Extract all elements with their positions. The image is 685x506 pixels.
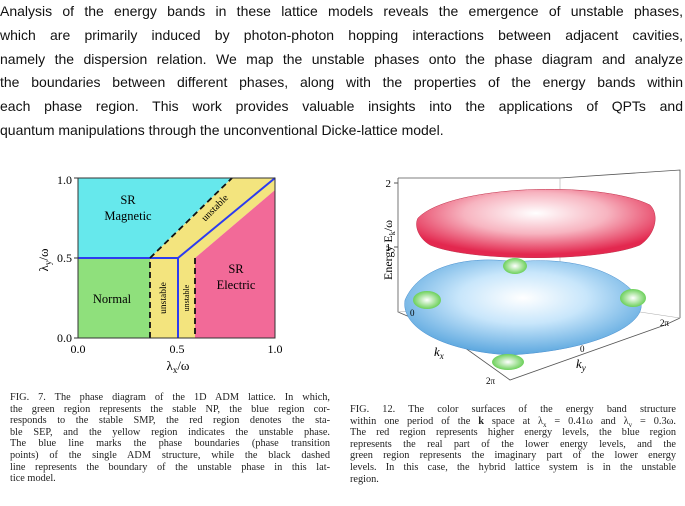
subscript: x	[543, 420, 547, 428]
subscript: k	[388, 231, 397, 235]
text: /ω	[381, 220, 395, 231]
symbol: λ	[36, 264, 51, 271]
imaginary-part	[503, 258, 527, 274]
text-line: FIG. 7. The phase diagram of the 1D ADM …	[10, 392, 330, 403]
caption-line: FIG. 12. The color surfaces of the energ…	[350, 404, 676, 415]
text: = 0.41ω and λ	[546, 415, 629, 427]
symbol: k	[576, 356, 582, 371]
kx-tick-label: 2π	[486, 376, 496, 386]
box-edge	[398, 169, 681, 318]
region-unstable	[150, 178, 275, 338]
phase-boundary	[177, 177, 276, 259]
text-line: each phase region. This work provides va…	[0, 98, 683, 115]
text: within one period of the	[350, 415, 479, 427]
subscript: x	[173, 365, 178, 375]
x-tick-label: 0.0	[71, 342, 86, 356]
z-tick-label: 2	[386, 178, 392, 190]
text-line: Analysis of the energy bands in these la…	[0, 3, 683, 19]
x-tick-label: 1.0	[268, 342, 283, 356]
text: /ω	[36, 248, 51, 261]
text-line: The red region represents higher energy …	[350, 427, 676, 439]
text-line: green region represents the imaginary pa…	[350, 450, 676, 462]
text-line: ble SEP, and the yellow region indicates…	[10, 426, 330, 438]
kx-label: kx	[434, 344, 444, 361]
text-line: responds to the stable SMP, the red regi…	[10, 415, 330, 427]
caption-lines: The red region represents higher energy …	[350, 427, 676, 485]
symbol: k	[434, 344, 440, 359]
z-axis-label: Energy Ek/ω	[381, 220, 397, 280]
band-plot: 2 1 Energy Ek/ω 0 2π 0 2π kx ky	[381, 169, 681, 386]
box-edge	[397, 178, 681, 381]
region-sr-magnetic	[78, 178, 232, 258]
region-sr-electric	[195, 190, 275, 338]
body-paragraph: Analysis of the energy bands in these la…	[0, 0, 683, 143]
text-line: represents the real part of the lower en…	[350, 438, 676, 450]
subscript: y	[628, 420, 633, 428]
subscript: x	[439, 351, 444, 361]
upper-band-surface	[416, 188, 656, 258]
x-axis-label: λx/ω	[167, 358, 190, 375]
text: Energy E	[381, 235, 395, 280]
region-label: SR	[228, 262, 244, 276]
x-tick-label: 0.5	[170, 342, 185, 356]
text-line: levels. In this case, the hybrid lattice…	[350, 461, 676, 473]
y-tick-label: 0.0	[57, 331, 72, 345]
figure7-caption: FIG. 7. The phase diagram of the 1D ADM …	[10, 392, 330, 485]
text-line: region.	[350, 473, 379, 485]
region-normal	[78, 258, 150, 338]
unstable-boundary	[149, 177, 233, 338]
text-line: line represents the boundary of the unst…	[10, 461, 330, 473]
text: k	[478, 415, 484, 427]
text-line: The blue line marks the phase boundaries…	[10, 438, 330, 450]
ky-tick-label: 0	[580, 344, 585, 354]
region-label: unstable	[159, 282, 169, 314]
text-line: the green region represents the stable N…	[10, 403, 330, 415]
imaginary-part	[413, 291, 441, 309]
text-line: points) of the single ADM structure, whi…	[10, 449, 330, 461]
region-label: Magnetic	[104, 209, 152, 223]
lower-band-surface	[404, 259, 642, 356]
kx-tick-label: 0	[410, 308, 415, 318]
symbol: λ	[167, 358, 174, 373]
y-tick-label: 1.0	[57, 173, 72, 187]
imaginary-part	[492, 354, 524, 370]
ky-label: ky	[576, 356, 586, 373]
text: /ω	[177, 358, 190, 373]
text-line: tice model.	[10, 473, 56, 485]
subscript: y	[581, 363, 586, 373]
text-line: the boundaries between different phases,…	[0, 74, 683, 91]
y-tick-label: 0.5	[57, 251, 72, 265]
region-label: Electric	[217, 278, 256, 292]
text-line: quantum manipulations through the unconv…	[0, 121, 444, 138]
z-tick-label: 1	[386, 242, 392, 254]
figure12-caption: FIG. 12. The color surfaces of the energ…	[350, 404, 676, 485]
subscript: y	[43, 260, 53, 265]
text-line: which are primarily induced by photon-ph…	[0, 26, 683, 43]
ky-tick-label: 2π	[660, 318, 670, 328]
region-label: SR	[120, 193, 136, 207]
region-label: unstable	[182, 284, 191, 311]
imaginary-part	[620, 289, 646, 307]
text-line: namely the dispersion relation. We map t…	[0, 50, 683, 67]
caption-line: within one period of the k space at λx =…	[350, 416, 676, 428]
text: space at λ	[483, 415, 543, 427]
text: = 0.3ω.	[632, 415, 676, 427]
region-label: Normal	[93, 292, 132, 306]
y-axis-label: λy/ω	[36, 248, 53, 271]
phase-diagram: 1.0 0.5 0.0 0.0 0.5 1.0 λx/ω λy/ω SR Mag…	[36, 173, 283, 375]
